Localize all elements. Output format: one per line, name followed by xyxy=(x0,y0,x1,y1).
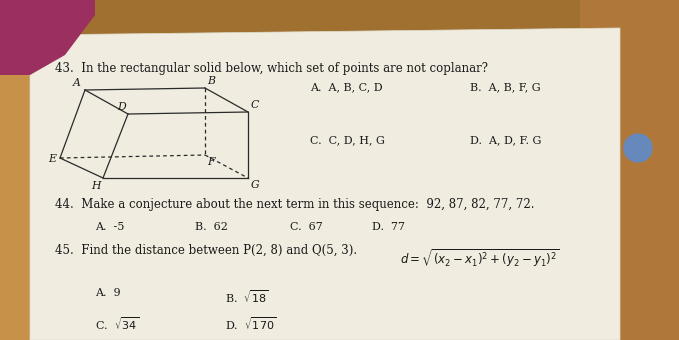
Text: B.  A, B, F, G: B. A, B, F, G xyxy=(470,82,540,92)
Text: B.  62: B. 62 xyxy=(195,222,228,232)
Polygon shape xyxy=(580,0,679,340)
Text: A.  -5: A. -5 xyxy=(95,222,124,232)
Text: A.  9: A. 9 xyxy=(95,288,121,298)
Text: A: A xyxy=(73,78,81,88)
Text: C.  C, D, H, G: C. C, D, H, G xyxy=(310,135,385,145)
Text: B.  $\sqrt{18}$: B. $\sqrt{18}$ xyxy=(225,288,269,305)
Polygon shape xyxy=(30,28,620,340)
Text: D: D xyxy=(117,102,126,112)
Polygon shape xyxy=(0,0,95,75)
Text: D.  A, D, F. G: D. A, D, F. G xyxy=(470,135,541,145)
Circle shape xyxy=(624,134,652,162)
Text: $d = \sqrt{(x_2-x_1)^2+(y_2-y_1)^2}$: $d = \sqrt{(x_2-x_1)^2+(y_2-y_1)^2}$ xyxy=(400,248,559,270)
Text: 45.  Find the distance between P(2, 8) and Q(5, 3).: 45. Find the distance between P(2, 8) an… xyxy=(55,244,357,257)
Text: C.  $\sqrt{34}$: C. $\sqrt{34}$ xyxy=(95,315,139,332)
Polygon shape xyxy=(0,0,679,55)
Text: A.  A, B, C, D: A. A, B, C, D xyxy=(310,82,383,92)
Text: E: E xyxy=(48,154,56,164)
Text: C: C xyxy=(251,100,259,110)
Text: D.  77: D. 77 xyxy=(372,222,405,232)
Text: D.  $\sqrt{170}$: D. $\sqrt{170}$ xyxy=(225,315,276,332)
Text: H: H xyxy=(92,181,101,191)
Text: B: B xyxy=(207,76,215,86)
Text: F: F xyxy=(207,157,215,167)
Text: G: G xyxy=(251,180,260,190)
Text: 44.  Make a conjecture about the next term in this sequence:  92, 87, 82, 77, 72: 44. Make a conjecture about the next ter… xyxy=(55,198,534,211)
Text: C.  67: C. 67 xyxy=(290,222,323,232)
Text: 43.  In the rectangular solid below, which set of points are not coplanar?: 43. In the rectangular solid below, whic… xyxy=(55,62,488,75)
